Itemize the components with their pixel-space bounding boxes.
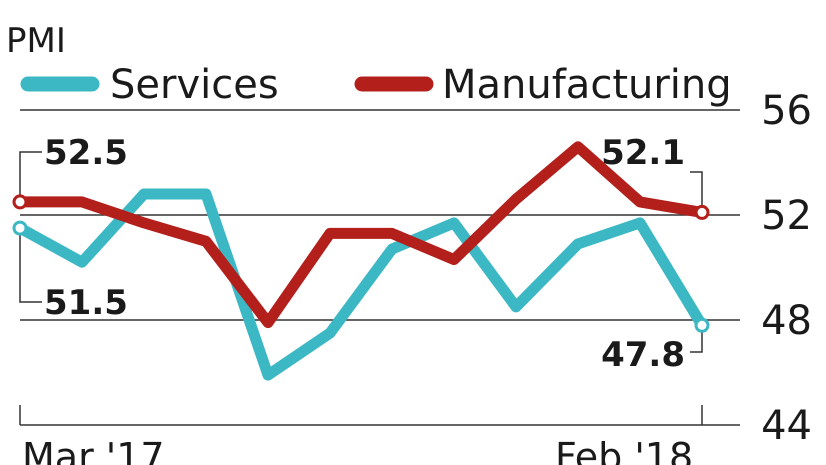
y-tick-labels: 56 52 48 44 — [761, 88, 812, 449]
x-tick-label-start: Mar '17 — [22, 435, 165, 465]
callout-label-end-services: 47.8 — [601, 335, 685, 375]
y-axis-title: PMI — [6, 21, 66, 61]
callout-label-start-manufacturing: 52.5 — [44, 133, 128, 173]
grid-lines — [20, 109, 740, 321]
y-tick-label-52: 52 — [761, 193, 812, 239]
data-point-manufacturing-11 — [694, 204, 710, 220]
series-line-services — [14, 188, 708, 381]
data-point-manufacturing-0 — [12, 194, 28, 210]
x-tick-label-end: Feb '18 — [555, 435, 693, 465]
legend: Services Manufacturing — [20, 62, 732, 108]
legend-label-services: Services — [110, 62, 279, 108]
series-line-manufacturing — [14, 141, 708, 329]
callout-leader-end-manufacturing — [690, 171, 703, 212]
callouts: 52.5 51.5 52.1 47.8 — [19, 133, 703, 375]
callout-leader-start-services — [19, 228, 42, 303]
callout-label-start-services: 51.5 — [44, 283, 128, 323]
data-point-services-11 — [694, 317, 710, 333]
callout-leader-end-services — [690, 328, 703, 353]
callout-leader-start-manufacturing — [19, 151, 42, 202]
legend-label-manufacturing: Manufacturing — [442, 62, 732, 108]
callout-label-end-manufacturing: 52.1 — [601, 133, 685, 173]
y-tick-label-56: 56 — [761, 88, 812, 134]
y-tick-label-48: 48 — [761, 298, 812, 344]
data-point-services-0 — [12, 220, 28, 236]
series-lines — [12, 141, 710, 381]
y-tick-label-44: 44 — [761, 403, 812, 449]
